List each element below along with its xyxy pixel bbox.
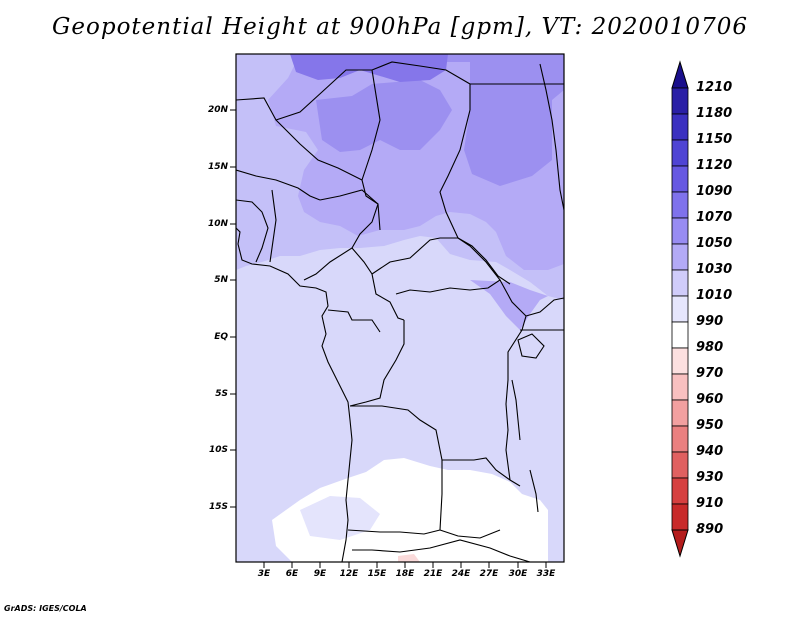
colorbar-label-990: 990 (696, 314, 724, 329)
colorbar-box-13 (671, 399, 689, 427)
border-cameroon (351, 247, 405, 321)
colorbar-top-arrow (671, 60, 689, 89)
colorbar-box-15 (671, 451, 689, 479)
colorbar-label-910: 910 (696, 496, 724, 511)
colorbar-box-4 (671, 165, 689, 193)
border-drc-east (499, 279, 527, 481)
lon-label-24e: 24E (451, 569, 471, 579)
colorbar-box-6 (671, 217, 689, 245)
chart-title: Geopotential Height at 900hPa [gpm], VT:… (52, 14, 748, 40)
lon-label-6e: 6E (285, 569, 299, 579)
colorbar-box-9 (671, 295, 689, 323)
colorbar-label-940: 940 (696, 444, 724, 459)
lon-label-15e: 15E (367, 569, 387, 579)
lon-label-18e: 18E (395, 569, 415, 579)
colorbar-box-14 (671, 425, 689, 453)
grads-credit: GrADS: IGES/COLA (4, 604, 87, 613)
border-mali-niger (275, 119, 363, 181)
height-field (236, 54, 564, 562)
colorbar-label-1090: 1090 (696, 184, 733, 199)
border-east-africa (525, 297, 564, 317)
colorbar-label-930: 930 (696, 470, 724, 485)
border-ghana (269, 189, 277, 263)
border-nigeria (303, 189, 379, 281)
lat-label-5s: 5S (215, 389, 228, 399)
lat-label-eq: EQ (214, 332, 228, 342)
border-namibia (347, 529, 441, 535)
light-region-sw (300, 496, 380, 540)
colorbar-box-11 (671, 347, 689, 375)
colorbar-box-1 (671, 87, 689, 115)
colorbar-label-1210: 1210 (696, 80, 733, 95)
border-gabon (327, 309, 381, 333)
colorbar-label-890: 890 (696, 522, 724, 537)
colorbar-label-1150: 1150 (696, 132, 733, 147)
colorbar-label-980: 980 (696, 340, 724, 355)
colorbar-bottom-arrow (671, 529, 689, 558)
lat-label-5n: 5N (214, 275, 228, 285)
lat-label-20n: 20N (207, 105, 228, 115)
colorbar-label-1070: 1070 (696, 210, 733, 225)
lon-label-9e: 9E (313, 569, 327, 579)
lon-label-3e: 3E (257, 569, 271, 579)
colorbar-label-1030: 1030 (696, 262, 733, 277)
border-burkina (236, 169, 321, 201)
colorbar-box-2 (671, 113, 689, 141)
colorbar-box-16 (671, 477, 689, 505)
lon-label-30e: 30E (508, 569, 528, 579)
colorbar-label-970: 970 (696, 366, 724, 381)
shade-1070-region (316, 54, 564, 186)
colorbar-label-1050: 1050 (696, 236, 733, 251)
lake-malawi (529, 469, 539, 513)
country-borders (236, 61, 564, 562)
colorbar-box-17 (671, 503, 689, 531)
map-frame (235, 53, 565, 563)
colorbar-label-950: 950 (696, 418, 724, 433)
red-sea-coast (539, 63, 564, 211)
border-chad-sudan (439, 109, 511, 285)
lat-label-10n: 10N (207, 219, 228, 229)
colorbar-box-12 (671, 373, 689, 401)
colorbar-label-960: 960 (696, 392, 724, 407)
colorbar-box-7 (671, 243, 689, 271)
lake-victoria (517, 333, 545, 359)
border-northsahara (236, 61, 471, 121)
lon-label-12e: 12E (339, 569, 359, 579)
red-patch (398, 554, 420, 562)
shade-1050-east (470, 280, 548, 330)
lat-label-15s: 15S (208, 502, 228, 512)
colorbar (671, 60, 689, 558)
axis-ticks (230, 109, 547, 568)
shade-1070-north (316, 80, 452, 152)
lat-label-15n: 15N (207, 162, 228, 172)
coastline-west (236, 227, 353, 562)
colorbar-label-1180: 1180 (696, 106, 733, 121)
colorbar-box-5 (671, 191, 689, 219)
lake-tanganyika (511, 379, 521, 441)
lon-label-27e: 27E (479, 569, 499, 579)
border-guinea (236, 199, 269, 263)
shade-1090-region (290, 54, 448, 82)
border-angola-zambia (439, 460, 501, 539)
lon-label-33e: 33E (536, 569, 556, 579)
colorbar-label-1120: 1120 (696, 158, 733, 173)
colorbar-box-8 (671, 269, 689, 297)
lon-label-21e: 21E (423, 569, 443, 579)
border-congo (349, 320, 405, 407)
colorbar-box-10 (671, 321, 689, 349)
border-south (352, 539, 531, 562)
lat-label-10s: 10S (208, 445, 228, 455)
colorbar-label-1010: 1010 (696, 288, 733, 303)
border-car (371, 237, 501, 295)
colorbar-box-3 (671, 139, 689, 167)
